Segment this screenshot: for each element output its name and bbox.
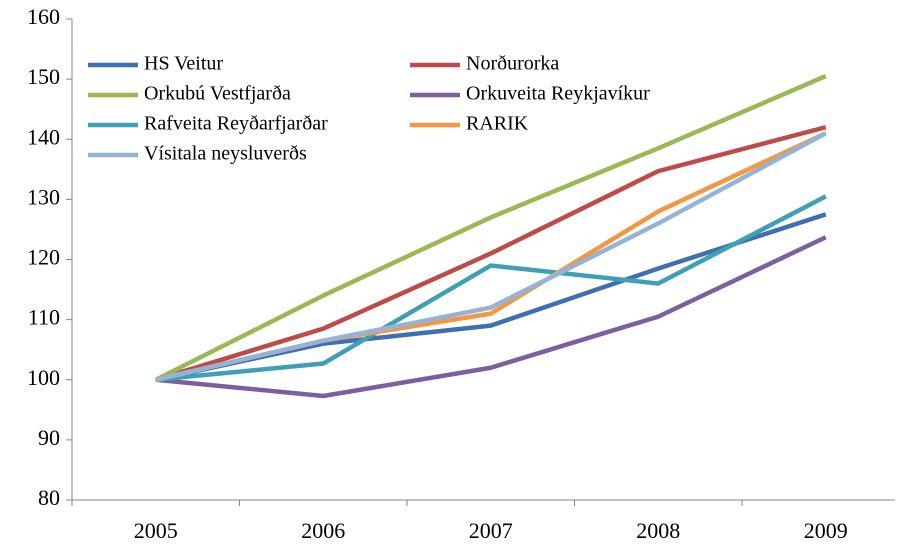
series-line — [155, 235, 827, 399]
y-tick-label: 90 — [38, 425, 60, 450]
legend-label: Norðurorka — [466, 53, 559, 75]
series-line — [155, 125, 827, 382]
y-tick-label: 150 — [27, 64, 60, 89]
y-tick-label: 160 — [27, 4, 60, 29]
y-tick-label: 140 — [27, 124, 60, 149]
y-tick-label: 130 — [27, 184, 60, 209]
legend-label: Rafveita Reyðarfjarðar — [144, 113, 328, 135]
series-line — [154, 74, 827, 382]
x-tick-label: 2007 — [469, 518, 513, 543]
x-tick-label: 2006 — [301, 518, 345, 543]
series-line — [155, 194, 827, 382]
y-tick-label: 80 — [38, 485, 60, 510]
x-tick-label: 2008 — [636, 518, 680, 543]
series-line — [155, 131, 827, 382]
x-tick-label: 2005 — [134, 518, 178, 543]
legend-label: Orkuveita Reykjavíkur — [466, 83, 650, 105]
legend-label: Vísitala neysluverðs — [144, 143, 307, 165]
legend-label: RARIK — [466, 113, 529, 135]
series-line — [155, 131, 827, 382]
y-tick-label: 100 — [27, 365, 60, 390]
legend-label: Orkubú Vestfjarða — [144, 83, 291, 105]
y-tick-label: 110 — [28, 305, 60, 330]
x-tick-label: 2009 — [804, 518, 848, 543]
y-tick-label: 120 — [27, 245, 60, 270]
legend-label: HS Veitur — [144, 53, 223, 75]
